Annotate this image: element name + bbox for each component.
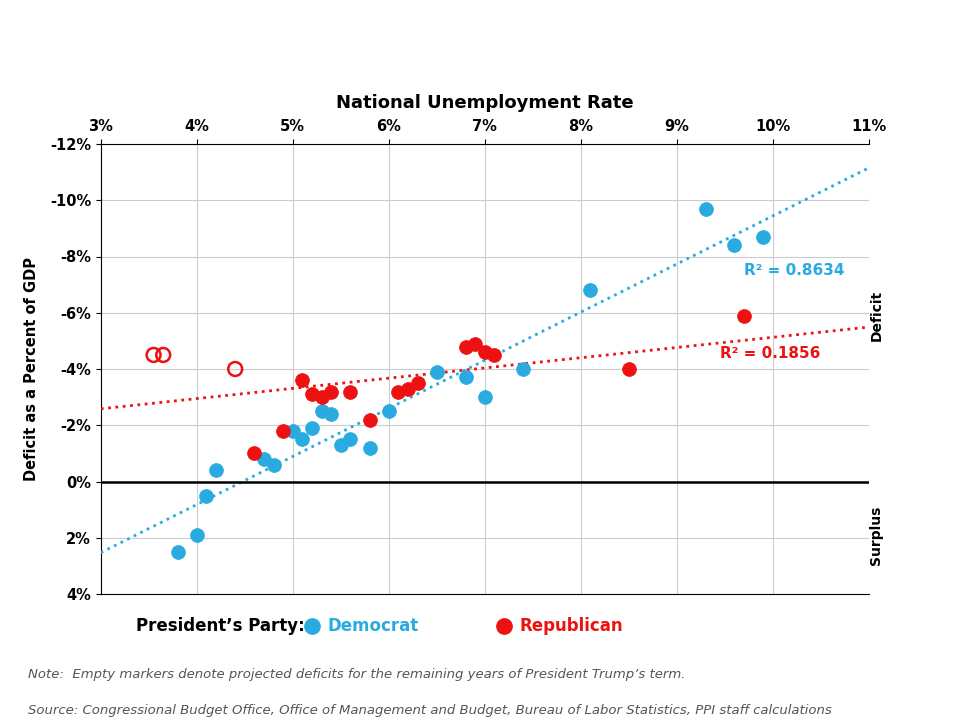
Point	[295, 433, 310, 445]
Point	[314, 405, 329, 417]
Point	[458, 372, 473, 383]
Text: President’s Party:: President’s Party:	[135, 616, 304, 634]
Point	[410, 377, 425, 389]
Text: Note:  Empty markers denote projected deficits for the remaining years of Presid: Note: Empty markers denote projected def…	[29, 668, 685, 681]
Point	[266, 459, 281, 470]
Point	[189, 529, 204, 541]
Point	[285, 425, 300, 436]
Point	[324, 408, 339, 420]
Point	[583, 284, 598, 296]
Point	[333, 439, 348, 451]
Point	[304, 423, 320, 434]
X-axis label: National Unemployment Rate: National Unemployment Rate	[336, 94, 634, 112]
Point	[381, 405, 396, 417]
Text: Republican: Republican	[519, 616, 623, 634]
Text: and Republican Presidents Since 1977: and Republican Presidents Since 1977	[24, 71, 654, 99]
Text: Source: Congressional Budget Office, Office of Management and Budget, Bureau of : Source: Congressional Budget Office, Off…	[29, 704, 832, 717]
Point	[429, 366, 444, 377]
Point	[477, 392, 492, 403]
Point	[698, 203, 713, 215]
Point	[468, 338, 483, 349]
Y-axis label: Deficit as a Percent of GDP: Deficit as a Percent of GDP	[24, 257, 38, 481]
Point	[295, 374, 310, 386]
Point	[276, 425, 291, 436]
Point	[304, 389, 320, 400]
Point	[199, 490, 214, 501]
Point	[362, 414, 377, 426]
Point	[362, 442, 377, 454]
Point	[756, 231, 771, 243]
Point	[170, 546, 185, 557]
Point	[516, 363, 531, 374]
Point	[343, 433, 358, 445]
Point	[247, 448, 262, 459]
Point	[146, 349, 161, 361]
Point	[156, 349, 171, 361]
Text: Deficits vs Unemployment Under Democratic: Deficits vs Unemployment Under Democrati…	[24, 24, 761, 53]
Point	[228, 363, 243, 374]
Point	[391, 386, 406, 397]
Text: R² = 0.8634: R² = 0.8634	[744, 263, 845, 278]
Text: R² = 0.1856: R² = 0.1856	[720, 346, 821, 361]
Point	[736, 310, 752, 321]
Point	[324, 386, 339, 397]
Point	[727, 240, 742, 251]
Point	[458, 341, 473, 352]
Point	[314, 392, 329, 403]
Point	[400, 383, 416, 395]
Point	[477, 346, 492, 358]
Point	[487, 349, 502, 361]
Point	[343, 386, 358, 397]
Text: Deficit: Deficit	[870, 289, 883, 341]
Point	[256, 454, 272, 465]
Point	[621, 363, 636, 374]
Text: Surplus: Surplus	[870, 506, 883, 565]
Point	[208, 464, 224, 476]
Text: Democrat: Democrat	[327, 616, 419, 634]
Text: ppi: ppi	[804, 28, 914, 88]
